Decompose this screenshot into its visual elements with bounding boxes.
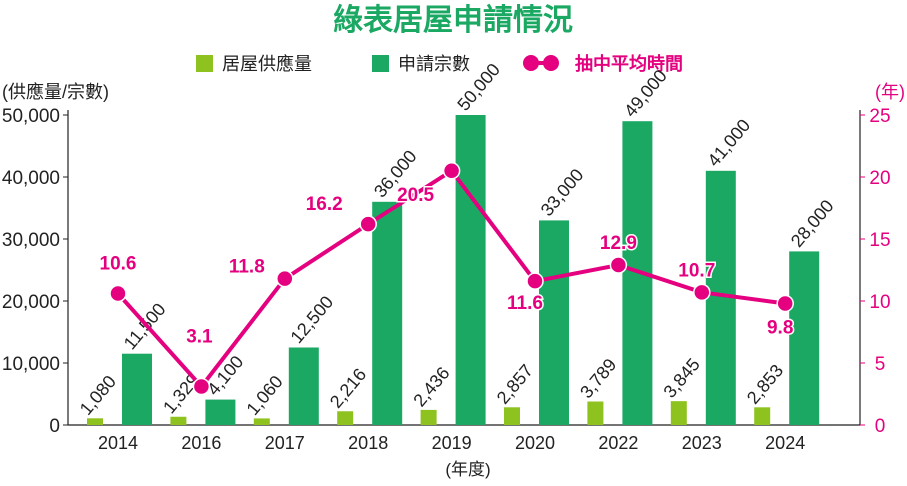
bar-supply: [670, 401, 687, 425]
point-label-wait-time: 20.5: [397, 185, 434, 206]
legend-label-supply: 居屋供應量: [222, 53, 312, 74]
x-tick-label: 2019: [432, 433, 472, 453]
right-tick-label: 0: [875, 416, 886, 437]
point-label-wait-time: 11.6: [507, 293, 543, 314]
point-wait-time: [359, 215, 377, 233]
point-label-wait-time: 16.2: [306, 194, 343, 215]
point-label-wait-time: 10.7: [678, 260, 715, 281]
bar-supply: [587, 401, 604, 425]
bar-applications: [205, 399, 236, 425]
left-tick-label: 10,000: [2, 354, 60, 375]
point-wait-time: [442, 162, 461, 180]
left-axis-title: (供應量/宗數): [2, 81, 109, 102]
bar-label-supply: 3,789: [576, 355, 620, 402]
bar-supply: [420, 409, 437, 425]
legend-swatch-supply: [196, 55, 213, 72]
bar-supply: [87, 418, 103, 425]
bar-applications: [288, 347, 319, 425]
bar-label-applications: 28,000: [787, 196, 838, 251]
point-label-wait-time: 12.9: [600, 233, 637, 254]
x-tick-label: 2024: [765, 433, 805, 453]
bar-supply: [170, 416, 187, 425]
point-wait-time: [276, 269, 294, 288]
right-axis-title: (年): [875, 82, 905, 102]
legend-label-applications: 申請宗數: [398, 54, 470, 74]
bar-label-supply: 1,060: [243, 372, 287, 419]
point-wait-time: [109, 284, 127, 303]
bar-applications: [789, 251, 820, 425]
bar-label-applications: 41,000: [704, 115, 755, 170]
x-tick-label: 2016: [181, 433, 221, 453]
point-wait-time: [526, 272, 544, 290]
right-tick-label: 5: [875, 354, 886, 375]
bar-applications: [122, 353, 152, 425]
point-wait-time: [609, 256, 628, 274]
left-tick-label: 30,000: [2, 230, 60, 251]
bar-label-supply: 2,216: [326, 364, 370, 411]
x-tick-label: 2020: [515, 433, 555, 453]
bar-supply: [337, 411, 354, 425]
legend-label-wait: 抽中平均時間: [575, 53, 683, 74]
legend-swatch-applications: [372, 55, 389, 72]
right-tick-label: 15: [869, 230, 890, 251]
point-label-wait-time: 11.8: [229, 257, 265, 278]
bar-label-supply: 2,857: [493, 360, 537, 407]
bar-label-supply: 2,853: [743, 361, 787, 408]
bar-label-applications: 33,000: [537, 165, 588, 220]
bar-applications: [539, 220, 569, 425]
point-label-wait-time: 10.6: [100, 254, 137, 275]
left-tick-label: 50,000: [2, 106, 60, 127]
point-wait-time: [192, 377, 211, 396]
left-tick-label: 0: [49, 416, 60, 437]
bar-label-applications: 12,500: [287, 292, 338, 347]
x-axis-title: (年度): [445, 460, 490, 479]
x-tick-label: 2022: [598, 433, 638, 453]
bar-label-supply: 2,436: [409, 363, 453, 410]
bar-applications: [372, 201, 403, 425]
legend: 居屋供應量 申請宗數 抽中平均時間: [196, 53, 683, 74]
right-tick-label: 10: [869, 292, 890, 313]
bar-applications: [455, 115, 486, 425]
chart-title: 綠表居屋申請情況: [333, 3, 573, 37]
left-tick-label: 20,000: [2, 292, 60, 313]
x-tick-label: 2023: [682, 433, 722, 453]
legend-marker-wait: [543, 55, 559, 71]
point-label-wait-time: 3.1: [186, 327, 213, 348]
legend-marker-wait: [523, 55, 539, 71]
left-tick-label: 40,000: [2, 168, 60, 189]
right-tick-label: 25: [869, 106, 890, 127]
bar-label-supply: 1,080: [76, 372, 120, 419]
point-wait-time: [693, 283, 711, 302]
right-tick-label: 20: [869, 168, 890, 189]
point-wait-time: [776, 294, 794, 313]
bar-supply: [504, 407, 520, 425]
bar-supply: [253, 418, 270, 425]
x-tick-label: 2018: [348, 433, 388, 453]
x-tick-label: 2017: [265, 433, 305, 453]
bar-supply: [754, 407, 771, 425]
bar-label-supply: 3,845: [660, 354, 704, 401]
point-label-wait-time: 9.8: [767, 317, 793, 338]
x-tick-label: 2014: [98, 433, 138, 453]
